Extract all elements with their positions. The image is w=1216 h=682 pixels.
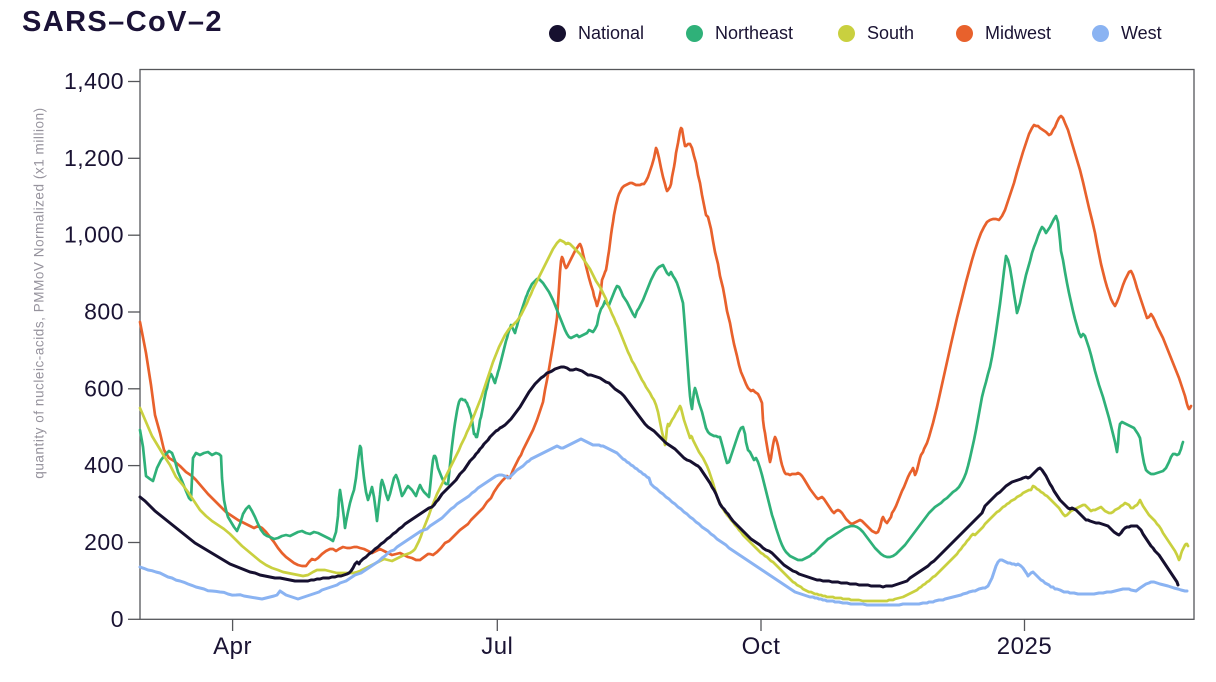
svg-text:0: 0 — [111, 606, 124, 632]
svg-text:800: 800 — [84, 299, 124, 325]
svg-text:600: 600 — [84, 375, 124, 401]
svg-text:1,000: 1,000 — [64, 222, 124, 248]
svg-text:1,200: 1,200 — [64, 145, 124, 171]
svg-text:400: 400 — [84, 452, 124, 478]
svg-text:2025: 2025 — [997, 633, 1052, 660]
svg-text:Oct: Oct — [742, 633, 781, 660]
svg-text:Jul: Jul — [481, 633, 513, 660]
svg-text:Apr: Apr — [213, 633, 252, 660]
svg-text:1,400: 1,400 — [64, 68, 124, 94]
svg-text:200: 200 — [84, 529, 124, 555]
